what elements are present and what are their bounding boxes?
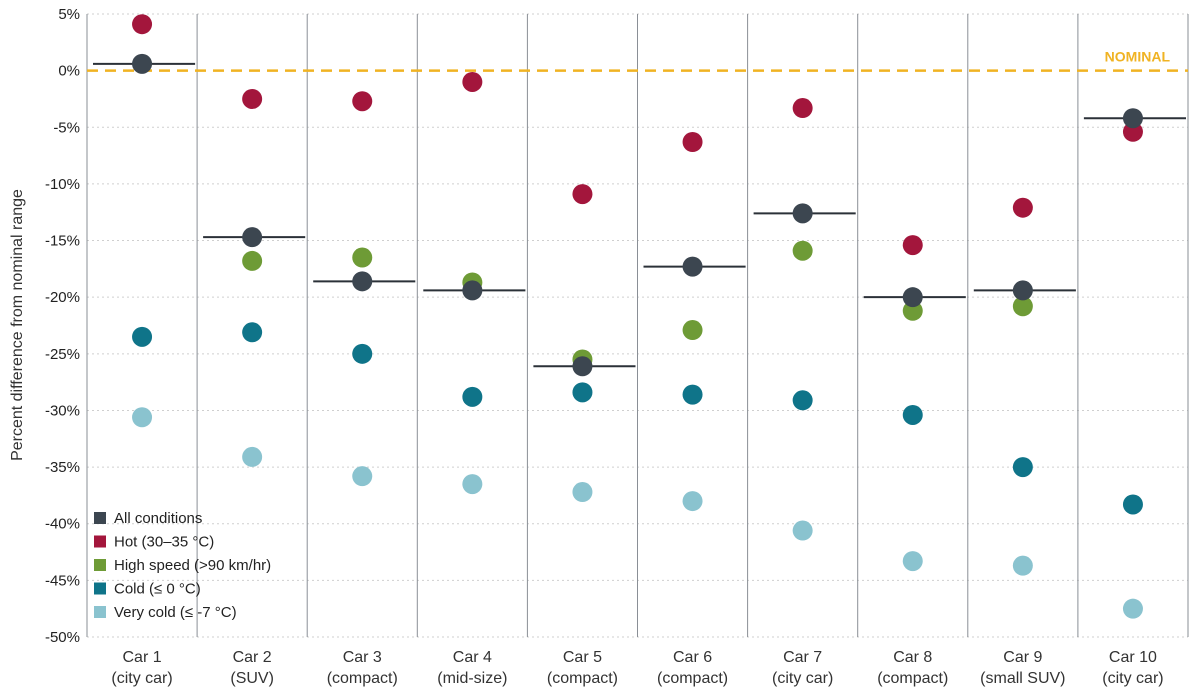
nominal-label: NOMINAL bbox=[1105, 49, 1171, 65]
y-tick-label: -35% bbox=[45, 459, 80, 476]
category-label: Car 3 bbox=[343, 649, 382, 666]
point-hot-30-35-c bbox=[902, 235, 923, 256]
category-type-label: (small SUV) bbox=[980, 670, 1065, 687]
nominal-reference: NOMINAL bbox=[87, 49, 1188, 72]
data-points bbox=[132, 14, 1143, 619]
category-label: Car 4 bbox=[453, 649, 492, 666]
point-very-cold-7-c bbox=[1012, 555, 1033, 576]
point-very-cold-7-c bbox=[462, 474, 483, 495]
category-type-label: (SUV) bbox=[230, 670, 274, 687]
point-cold-0-c bbox=[572, 382, 593, 403]
y-tick-label: -30% bbox=[45, 402, 80, 419]
point-all-conditions bbox=[462, 280, 483, 301]
y-tick-label: -20% bbox=[45, 289, 80, 306]
point-all-conditions bbox=[1122, 108, 1143, 129]
category-type-label: (mid-size) bbox=[437, 670, 507, 687]
y-tick-label: -10% bbox=[45, 176, 80, 193]
point-all-conditions bbox=[132, 53, 153, 74]
point-all-conditions bbox=[1012, 280, 1033, 301]
point-very-cold-7-c bbox=[682, 491, 703, 512]
category-type-label: (compact) bbox=[657, 670, 728, 687]
point-high-speed-90-km-hr bbox=[1012, 296, 1033, 317]
point-all-conditions bbox=[242, 227, 263, 248]
category-type-label: (compact) bbox=[877, 670, 948, 687]
category-label: Car 7 bbox=[783, 649, 822, 666]
point-hot-30-35-c bbox=[1012, 197, 1033, 218]
point-cold-0-c bbox=[462, 386, 483, 407]
y-tick-label: -15% bbox=[45, 233, 80, 250]
category-label: Car 5 bbox=[563, 649, 602, 666]
category-label: Car 6 bbox=[673, 649, 712, 666]
point-cold-0-c bbox=[682, 384, 703, 405]
category-type-label: (compact) bbox=[547, 670, 618, 687]
y-tick-label: -25% bbox=[45, 346, 80, 363]
category-type-label: (city car) bbox=[772, 670, 833, 687]
point-hot-30-35-c bbox=[352, 91, 373, 112]
point-all-conditions bbox=[352, 271, 373, 292]
point-hot-30-35-c bbox=[462, 71, 483, 92]
category-type-label: (compact) bbox=[327, 670, 398, 687]
y-tick-label: -50% bbox=[45, 629, 80, 646]
legend-label: Cold (≤ 0 °C) bbox=[114, 581, 201, 598]
point-cold-0-c bbox=[242, 322, 263, 343]
point-very-cold-7-c bbox=[242, 446, 263, 467]
point-high-speed-90-km-hr bbox=[792, 240, 813, 261]
category-label: Car 1 bbox=[122, 649, 161, 666]
point-cold-0-c bbox=[1012, 457, 1033, 478]
legend-swatch bbox=[94, 535, 106, 548]
category-type-label: (city car) bbox=[111, 670, 172, 687]
point-cold-0-c bbox=[902, 404, 923, 425]
legend-swatch bbox=[94, 512, 106, 524]
point-very-cold-7-c bbox=[792, 520, 813, 541]
point-all-conditions bbox=[572, 356, 593, 377]
point-hot-30-35-c bbox=[682, 131, 703, 152]
point-all-conditions bbox=[792, 203, 813, 224]
point-hot-30-35-c bbox=[242, 88, 263, 109]
point-cold-0-c bbox=[792, 390, 813, 411]
point-very-cold-7-c bbox=[572, 482, 593, 503]
category-label: Car 2 bbox=[233, 649, 272, 666]
point-all-conditions bbox=[682, 256, 703, 277]
point-all-conditions bbox=[902, 287, 923, 308]
y-tick-label: -5% bbox=[53, 119, 80, 136]
point-hot-30-35-c bbox=[132, 14, 153, 35]
x-axis-categories: Car 1 (city car) Car 2 (SUV) Car 3 (compact) C… bbox=[111, 649, 1163, 687]
point-very-cold-7-c bbox=[352, 466, 373, 487]
category-label: Car 9 bbox=[1003, 649, 1042, 666]
legend: All conditions Hot (30–35 °C) High speed (… bbox=[94, 510, 271, 621]
legend-label: High speed (>90 km/hr) bbox=[114, 557, 271, 574]
y-axis-ticks: 5% 0% -5% -10% -15% -20% -25% -30% -35% -40% -45% -… bbox=[45, 6, 80, 646]
point-hot-30-35-c bbox=[572, 184, 593, 205]
category-separators bbox=[86, 14, 1189, 637]
category-label: Car 8 bbox=[893, 649, 932, 666]
point-high-speed-90-km-hr bbox=[682, 320, 703, 341]
point-hot-30-35-c bbox=[792, 98, 813, 119]
point-very-cold-7-c bbox=[902, 551, 923, 572]
legend-swatch bbox=[94, 559, 106, 571]
y-tick-label: -40% bbox=[45, 516, 80, 533]
legend-label: All conditions bbox=[114, 510, 202, 527]
legend-swatch bbox=[94, 606, 106, 618]
legend-label: Very cold (≤ -7 °C) bbox=[114, 604, 237, 621]
point-high-speed-90-km-hr bbox=[242, 250, 263, 271]
point-cold-0-c bbox=[1122, 494, 1143, 515]
point-cold-0-c bbox=[132, 326, 153, 347]
point-high-speed-90-km-hr bbox=[352, 247, 373, 268]
point-very-cold-7-c bbox=[1122, 598, 1143, 619]
y-axis-title: Percent difference from nominal range bbox=[9, 189, 26, 461]
point-very-cold-7-c bbox=[132, 407, 153, 428]
y-tick-label: 5% bbox=[58, 6, 80, 23]
y-tick-label: -45% bbox=[45, 572, 80, 589]
y-tick-label: 0% bbox=[58, 63, 80, 80]
category-type-label: (city car) bbox=[1102, 670, 1163, 687]
legend-swatch bbox=[94, 582, 106, 595]
point-cold-0-c bbox=[352, 343, 373, 364]
legend-label: Hot (30–35 °C) bbox=[114, 534, 214, 551]
category-label: Car 10 bbox=[1109, 649, 1157, 666]
